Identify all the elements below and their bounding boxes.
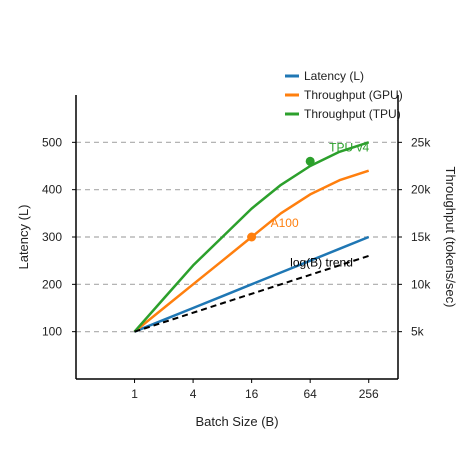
- y-tick-label: 300: [42, 230, 62, 244]
- y2-axis-label: Throughput (tokens/sec): [443, 167, 458, 308]
- y2-tick-label: 20k: [411, 183, 431, 197]
- y2-tick-label: 25k: [411, 135, 431, 149]
- y-tick-label: 500: [42, 135, 62, 149]
- y-axis-label: Latency (L): [16, 204, 31, 269]
- tick-labels: 100 200 300 400 500 5k 10k 15k 20k 25k 1 4 16 64 256: [42, 135, 431, 401]
- series-line-latency-l: [134, 235, 370, 333]
- legend-label-throughput-gpu: Throughput (GPU): [304, 88, 403, 102]
- x-axis-label: Batch Size (B): [195, 414, 278, 429]
- annotation-markers: [247, 156, 315, 242]
- legend-label-latency: Latency (L): [304, 69, 364, 83]
- y2-tick-label: 15k: [411, 230, 431, 244]
- y2-tick-label: 5k: [411, 325, 425, 339]
- annotation-marker-a100: [247, 232, 257, 242]
- y-tick-label: 100: [42, 325, 62, 339]
- y-tick-label: 200: [42, 277, 62, 291]
- annotation-label-a100: A100: [271, 216, 299, 230]
- series-layer: [133, 141, 370, 333]
- x-tick-label: 64: [304, 387, 318, 401]
- annotations: log(B) trend A100 TPU v4: [271, 140, 370, 269]
- x-tick-label: 256: [359, 387, 379, 401]
- trend-label: log(B) trend: [290, 255, 353, 269]
- annotation-label-tpu-v4: TPU v4: [329, 140, 369, 154]
- grid-lines: [76, 141, 398, 333]
- y-tick-label: 400: [42, 183, 62, 197]
- series-line-throughput-tpu: [133, 141, 370, 333]
- x-tick-label: 4: [190, 387, 197, 401]
- trend-line: [134, 254, 370, 333]
- x-tick-label: 16: [245, 387, 259, 401]
- annotation-marker-tpu-v4: [305, 156, 315, 166]
- legend-label-throughput-tpu: Throughput (TPU): [304, 107, 401, 121]
- legend: Latency (L) Throughput (GPU) Throughput …: [285, 69, 403, 121]
- x-tick-label: 1: [131, 387, 138, 401]
- y2-tick-label: 10k: [411, 277, 431, 291]
